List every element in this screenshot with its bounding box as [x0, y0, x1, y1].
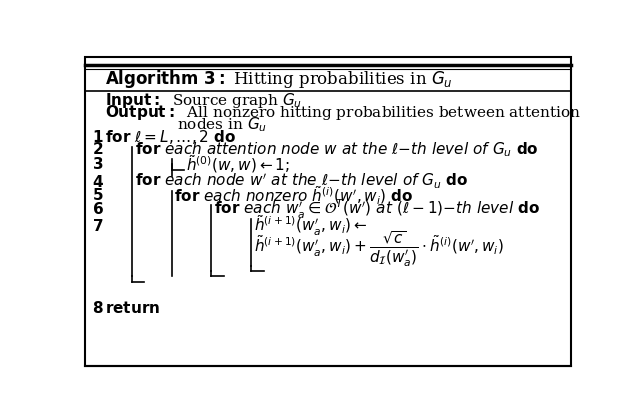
Text: $\mathbf{8}$: $\mathbf{8}$ [92, 300, 104, 316]
FancyBboxPatch shape [85, 57, 571, 367]
Text: $\mathbf{5}$: $\mathbf{5}$ [92, 187, 104, 204]
Text: $\mathbf{for}\ \ell = L, \ldots, 2\ \mathbf{do}$: $\mathbf{for}\ \ell = L, \ldots, 2\ \mat… [105, 128, 236, 146]
Text: nodes in $G_u$: nodes in $G_u$ [177, 115, 267, 134]
Text: $\mathbf{Output:}$  All nonzero hitting probabilities between attention: $\mathbf{Output:}$ All nonzero hitting p… [105, 103, 580, 122]
Text: $\mathbf{return}$: $\mathbf{return}$ [105, 300, 160, 316]
Text: $\mathbf{3}$: $\mathbf{3}$ [92, 156, 104, 172]
Text: $\mathbf{6}$: $\mathbf{6}$ [92, 202, 104, 217]
Text: $\mathbf{for}\ \mathit{each\ node}\ w^{\prime}\ \mathit{at\ the}\ \ell\mathit{-t: $\mathbf{for}\ \mathit{each\ node}\ w^{\… [134, 172, 468, 191]
Text: $\tilde{h}^{(0)}(w,w) \leftarrow 1;$: $\tilde{h}^{(0)}(w,w) \leftarrow 1;$ [186, 153, 289, 175]
Text: $\mathbf{for}\ \mathit{each}\ w^{\prime}_{a} \in \mathcal{O}^{T}(w^{\prime})\ \m: $\mathbf{for}\ \mathit{each}\ w^{\prime}… [214, 198, 540, 221]
Text: $\tilde{h}^{(i+1)}(w^{\prime}_{a}, w_i) + \dfrac{\sqrt{c}}{d_{\mathcal{I}}(w^{\p: $\tilde{h}^{(i+1)}(w^{\prime}_{a}, w_i) … [253, 229, 504, 269]
Text: $\mathbf{7}$: $\mathbf{7}$ [92, 218, 104, 234]
Text: $\mathbf{2}$: $\mathbf{2}$ [92, 141, 104, 157]
Text: $\mathbf{for}\ \mathit{each\ attention\ node}\ w\ \mathit{at\ the}\ \ell\mathit{: $\mathbf{for}\ \mathit{each\ attention\ … [134, 140, 538, 159]
Text: $\mathbf{Algorithm\ 3:}$ Hitting probabilities in $G_u$: $\mathbf{Algorithm\ 3:}$ Hitting probabi… [105, 68, 452, 91]
Text: $\tilde{h}^{(i+1)}(w^{\prime}_{a}, w_i) \leftarrow$: $\tilde{h}^{(i+1)}(w^{\prime}_{a}, w_i) … [253, 214, 367, 238]
Text: $\mathbf{for}\ \mathit{each\ nonzero}\ \tilde{h}^{(i)}(w^{\prime},w_i)\ \mathbf{: $\mathbf{for}\ \mathit{each\ nonzero}\ \… [174, 184, 413, 207]
Text: $\mathbf{4}$: $\mathbf{4}$ [92, 173, 104, 189]
Text: $\mathbf{Input:}$  Source graph $G_u$: $\mathbf{Input:}$ Source graph $G_u$ [105, 91, 302, 111]
Text: $\mathbf{1}$: $\mathbf{1}$ [92, 129, 104, 145]
